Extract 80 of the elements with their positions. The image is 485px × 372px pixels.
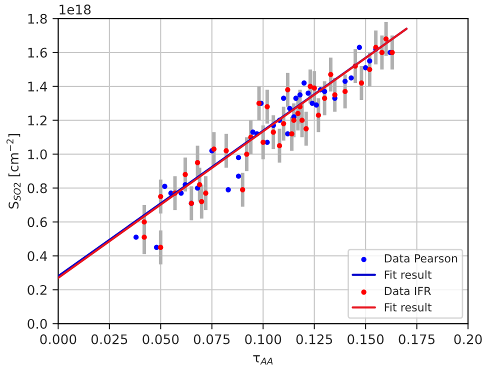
x-tick-label: 0.150 — [348, 334, 384, 344]
point — [356, 44, 362, 50]
x-tick-label: 0.175 — [398, 334, 435, 344]
point — [236, 154, 242, 160]
y-axis-title: S$_{SO2}$ [cm$^{−2}$] — [6, 134, 21, 209]
legend-label: Data Pearson — [384, 254, 458, 263]
point — [367, 58, 372, 64]
x-tick-label: 0.000 — [40, 334, 76, 344]
legend-label: Fit result — [384, 302, 432, 312]
point — [358, 80, 364, 86]
point — [211, 146, 217, 152]
point — [250, 130, 256, 135]
y-tick-label: 1.8 — [28, 14, 47, 24]
point — [362, 65, 368, 70]
point — [133, 234, 139, 240]
point — [203, 190, 208, 196]
y-tick-label: 1.4 — [28, 82, 48, 92]
point — [367, 66, 372, 72]
point — [260, 140, 266, 145]
legend-label: Data IFR — [384, 286, 431, 296]
point — [314, 102, 319, 108]
x-tick-label: 0.075 — [194, 334, 230, 344]
point — [308, 84, 313, 89]
point — [158, 194, 164, 200]
point — [199, 199, 204, 204]
point — [328, 72, 334, 78]
point — [142, 234, 147, 240]
y-tick-label: 0.4 — [28, 251, 48, 262]
point — [244, 152, 250, 157]
point — [182, 172, 188, 178]
point — [342, 78, 348, 84]
point — [310, 100, 315, 106]
point — [285, 87, 290, 92]
point — [226, 187, 231, 192]
point — [281, 121, 286, 126]
x-tick-label: 0.050 — [142, 334, 179, 344]
legend-label: Fit result — [384, 270, 432, 279]
point — [158, 244, 164, 250]
point — [304, 126, 309, 132]
point — [289, 131, 294, 136]
point — [312, 85, 317, 91]
point — [299, 118, 305, 123]
point — [322, 88, 328, 94]
point — [162, 184, 168, 189]
point — [348, 75, 354, 81]
point — [224, 148, 229, 154]
point — [240, 187, 246, 192]
point — [332, 92, 338, 98]
point — [264, 104, 270, 110]
point — [270, 130, 276, 135]
point — [383, 36, 389, 42]
y-tick-label: 0.0 — [28, 318, 47, 329]
y-tick-label: 1.6 — [28, 48, 47, 58]
x-tick-label: 0.100 — [245, 334, 282, 344]
x-tick-label: 0.125 — [296, 334, 332, 344]
y-tick-label: 0.6 — [28, 217, 47, 228]
x-axis-title: τ$_{AA}$ — [253, 355, 273, 365]
point — [276, 143, 282, 148]
y-tick-label: 1.2 — [28, 116, 46, 126]
point — [281, 96, 286, 101]
point — [295, 110, 301, 116]
point — [194, 160, 200, 166]
point — [342, 88, 348, 94]
point — [379, 50, 385, 56]
point — [293, 96, 298, 101]
point — [301, 80, 307, 86]
point — [316, 112, 322, 118]
y-tick-label: 0.8 — [28, 183, 47, 194]
point — [297, 92, 303, 98]
x-tick-label: 0.025 — [91, 334, 128, 344]
point — [291, 118, 296, 123]
y-tick-label: 0.2 — [28, 284, 46, 295]
text: 1e18 — [60, 4, 91, 15]
point — [196, 182, 202, 188]
point — [322, 96, 328, 101]
point — [142, 219, 147, 225]
y-tick-label: 1.0 — [28, 149, 47, 160]
x-tick-label: 0.20 — [454, 334, 482, 344]
point — [306, 90, 311, 96]
point — [236, 174, 242, 179]
